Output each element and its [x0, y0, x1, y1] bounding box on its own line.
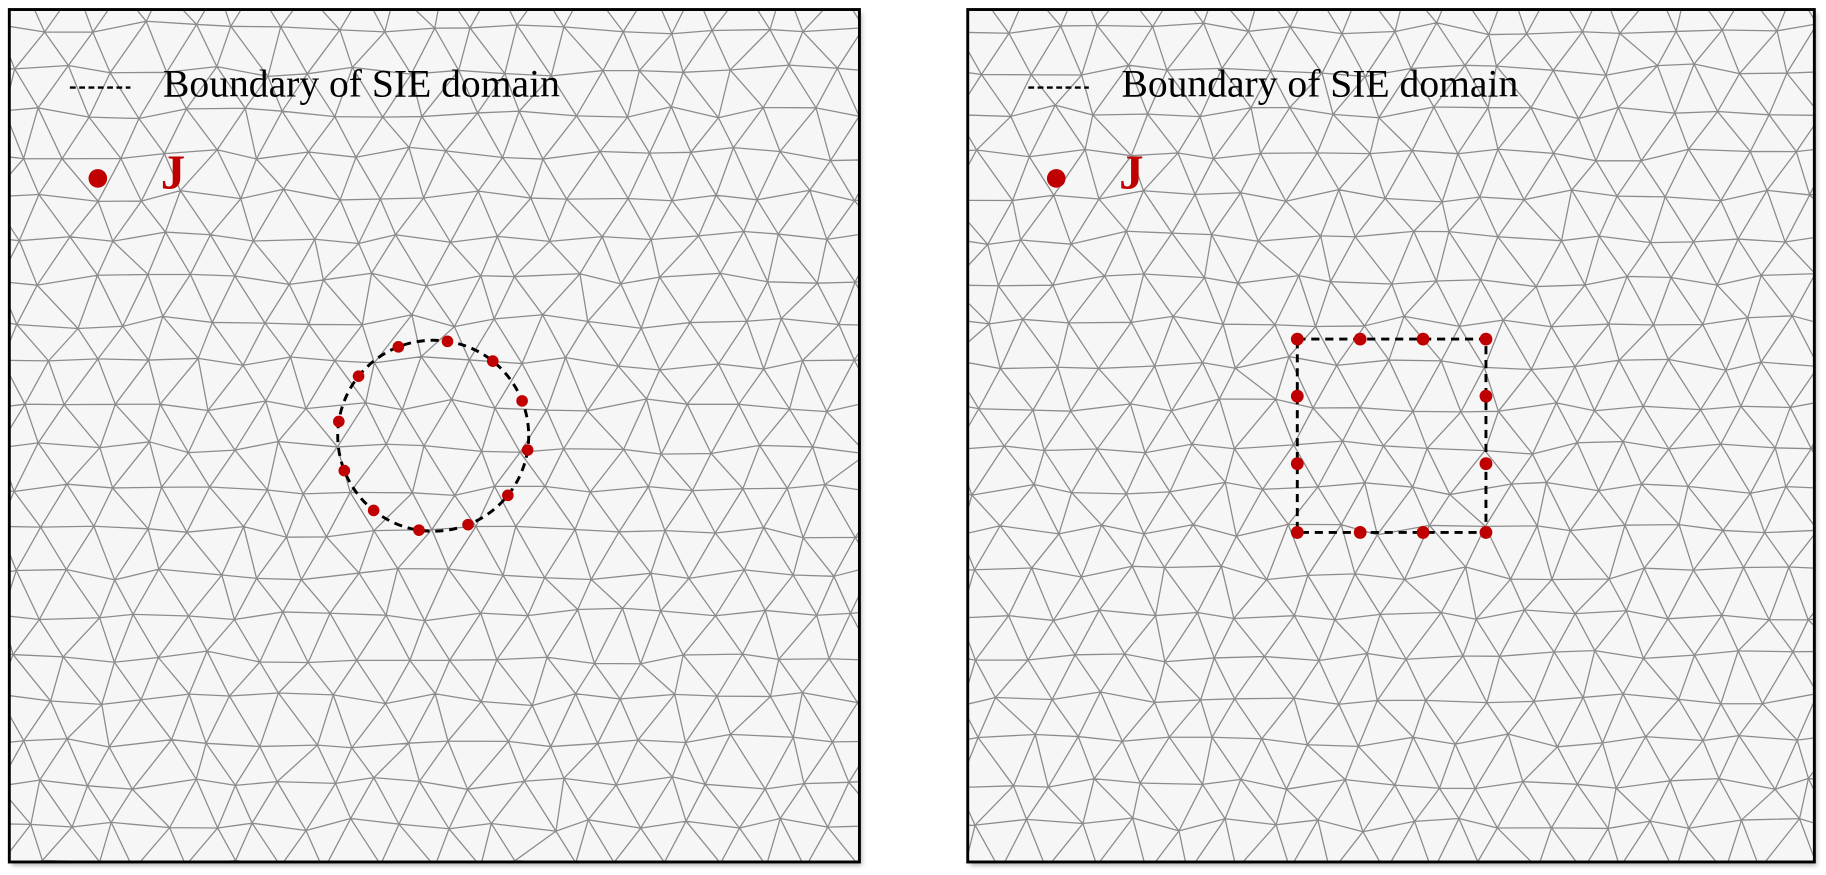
source-label: J	[1119, 144, 1143, 199]
source-dot	[88, 169, 108, 188]
boundary-node	[1479, 457, 1493, 471]
boundary-node	[502, 489, 514, 502]
boundary-node	[392, 341, 405, 353]
boundary-node	[1416, 526, 1430, 539]
sie-boundary	[336, 338, 531, 533]
source-dot	[1046, 169, 1066, 188]
boundary-node	[338, 464, 351, 477]
boundary-node	[1479, 332, 1493, 346]
boundary-nodes	[1290, 332, 1493, 539]
source-label: J	[161, 144, 185, 199]
boundary-node	[441, 335, 454, 348]
boundary-node	[332, 415, 345, 428]
boundary-node	[1290, 457, 1304, 471]
sie-boundary	[1295, 337, 1488, 534]
mesh-edges	[967, 9, 1815, 862]
boundary-node	[1290, 526, 1304, 539]
boundary-node	[521, 444, 534, 456]
boundary-node	[352, 370, 365, 383]
boundary-node	[486, 355, 499, 367]
panel-border	[7, 8, 861, 864]
boundary-node	[1479, 526, 1493, 539]
boundary-node	[516, 395, 528, 407]
mesh-edges	[9, 9, 860, 862]
boundary-node	[367, 504, 380, 517]
boundary-node	[1479, 389, 1493, 403]
boundary-node	[1353, 526, 1367, 539]
boundary-node	[1416, 332, 1430, 346]
boundary-node	[1353, 332, 1367, 346]
mesh	[967, 9, 1815, 862]
boundary-node	[413, 524, 425, 536]
legend-text: Boundary of SIE domain	[163, 62, 560, 106]
legend-text: Boundary of SIE domain	[1121, 62, 1518, 106]
boundary-node	[1290, 332, 1304, 346]
mesh	[9, 9, 860, 862]
boundary-nodes	[332, 335, 534, 536]
boundary-node	[462, 518, 474, 531]
boundary-node	[1290, 389, 1304, 403]
panel-background	[967, 9, 1815, 862]
panel-border	[966, 8, 1816, 864]
